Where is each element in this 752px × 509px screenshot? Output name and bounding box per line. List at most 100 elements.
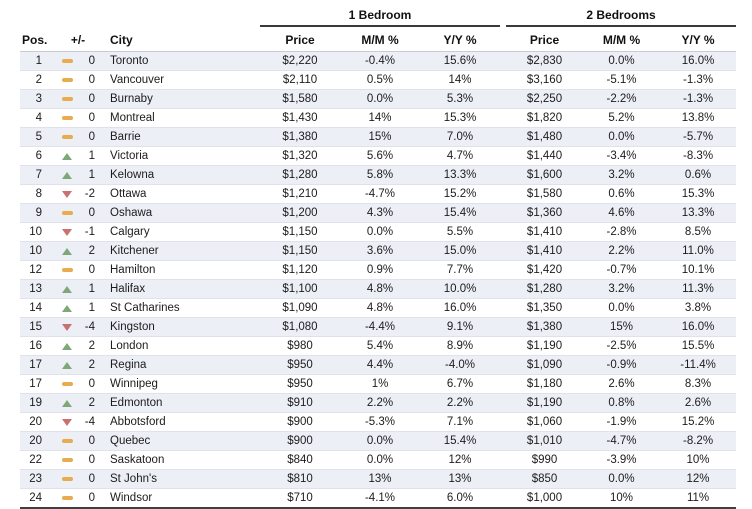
br2-mm-cell: 15% xyxy=(610,321,634,333)
br2-price-cell: $1,180 xyxy=(526,378,563,390)
rent-table: 1 Bedroom 2 Bedrooms Pos. +/- City Price… xyxy=(20,6,737,509)
rank-no-change-dash-icon xyxy=(61,458,73,462)
rank-down-triangle-icon xyxy=(62,323,72,331)
br1-price-cell: $900 xyxy=(287,416,313,428)
table-row: 16 2 London $980 5.4% 8.9% $1,190 -2.5% 15.5% xyxy=(20,337,737,356)
br2-mm-cell: 0.0% xyxy=(608,302,635,314)
rank-change-icon-cell xyxy=(54,147,80,166)
rank-change-icon-cell xyxy=(54,432,80,451)
city-cell: St Catharines xyxy=(110,302,180,314)
br2-price-cell: $1,010 xyxy=(526,435,563,447)
br1-mm-cell: 5.6% xyxy=(366,150,394,162)
br1-yy-cell: -4.0% xyxy=(444,359,476,371)
br1-price-cell: $1,120 xyxy=(282,264,318,276)
br2-yy-cell: 10.1% xyxy=(681,264,715,276)
br2-yy-cell: 13.3% xyxy=(681,207,715,219)
rank-change-icon-cell xyxy=(54,394,80,413)
br1-mm-cell: 0.0% xyxy=(366,226,394,238)
city-cell: Saskatoon xyxy=(110,454,165,466)
br1-mm-cell: 1% xyxy=(371,378,389,390)
rank-change-icon-wrap xyxy=(54,432,80,450)
br2-mm-cell: -3.4% xyxy=(606,150,637,162)
br1-yy-cell: 14% xyxy=(448,74,472,86)
rank-change-icon-wrap xyxy=(54,375,80,393)
rank-no-change-dash-icon xyxy=(61,268,73,272)
br1-mm-cell: 15% xyxy=(368,131,392,143)
rank-change-value-cell: 0 xyxy=(88,473,95,485)
rank-up-triangle-icon xyxy=(62,152,72,160)
rank-change-value-cell: 1 xyxy=(88,283,95,295)
br2-price-cell: $1,440 xyxy=(526,150,563,162)
br2-mm-cell: 2.2% xyxy=(608,245,635,257)
rank-change-icon-cell xyxy=(54,71,80,90)
br2-yy-cell: 15.3% xyxy=(681,188,715,200)
br1-yy-cell: 5.3% xyxy=(446,93,474,105)
br2-yy-cell: 11.0% xyxy=(682,245,714,257)
br1-price-cell: $2,110 xyxy=(282,74,318,86)
rank-up-triangle-icon xyxy=(62,171,72,179)
br2-price-cell: $1,380 xyxy=(526,321,563,333)
br1-mm-cell: -4.1% xyxy=(364,492,396,504)
br1-mm-cell: -4.7% xyxy=(364,188,396,200)
rank-change-icon-cell xyxy=(54,242,80,261)
rank-change-value-cell: -1 xyxy=(84,226,95,238)
br2-yy-cell: 8.3% xyxy=(684,378,712,390)
rank-no-change-dash-icon xyxy=(61,496,73,500)
position-cell: 9 xyxy=(35,207,42,219)
position-cell: 20 xyxy=(29,416,42,428)
rank-change-value-cell: 2 xyxy=(88,245,95,257)
br2-price-cell: $1,480 xyxy=(526,131,563,143)
br1-price-cell: $1,280 xyxy=(282,169,318,181)
br1-mm-cell: 4.3% xyxy=(366,207,394,219)
column-header-br2-price: Price xyxy=(529,33,560,47)
br1-price-cell: $980 xyxy=(287,340,313,352)
br1-mm-cell: 13% xyxy=(368,473,392,485)
table-row: 9 0 Oshawa $1,200 4.3% 15.4% $1,360 4.6% 13.3% xyxy=(20,203,737,223)
table-row: 8 -2 Ottawa $1,210 -4.7% 15.2% $1,580 0.6% 15.3% xyxy=(20,185,737,204)
rank-change-icon-wrap xyxy=(54,204,80,222)
position-cell: 17 xyxy=(29,378,42,390)
br2-mm-cell: 5.2% xyxy=(608,112,635,124)
rank-change-icon-wrap xyxy=(54,356,80,374)
position-cell: 5 xyxy=(35,131,42,143)
column-header-br1-mm: M/M % xyxy=(361,33,399,47)
br2-yy-cell: -8.2% xyxy=(683,435,714,447)
rank-no-change-dash-icon xyxy=(61,59,73,63)
rank-change-value-cell: 0 xyxy=(88,93,95,105)
br2-price-cell: $1,410 xyxy=(526,226,563,238)
br1-yy-cell: 15.2% xyxy=(443,188,477,200)
br1-price-cell: $1,150 xyxy=(282,226,318,238)
table-row: 23 0 St John's $810 13% 13% $850 0.0% 12% xyxy=(20,469,737,489)
column-header-br1-price: Price xyxy=(285,33,315,47)
table-row: 20 0 Quebec $900 0.0% 15.4% $1,010 -4.7% -8.2% xyxy=(20,431,737,451)
rank-down-triangle-icon xyxy=(62,418,72,426)
br1-mm-cell: 0.0% xyxy=(366,93,394,105)
br2-mm-cell: -0.7% xyxy=(606,264,637,276)
position-cell: 20 xyxy=(29,435,42,447)
rank-change-icon-cell xyxy=(54,128,80,147)
br1-price-cell: $1,430 xyxy=(282,112,318,124)
br2-mm-cell: 3.2% xyxy=(608,169,635,181)
br1-yy-cell: 10.0% xyxy=(443,283,477,295)
group-1-bedroom-label: 1 Bedroom xyxy=(348,8,412,22)
position-cell: 23 xyxy=(29,473,42,485)
rank-change-value-cell: 0 xyxy=(88,264,95,276)
br1-mm-cell: 2.2% xyxy=(366,397,394,409)
table-row: 17 0 Winnipeg $950 1% 6.7% $1,180 2.6% 8.3% xyxy=(20,375,737,394)
br2-price-cell: $2,250 xyxy=(526,93,563,105)
br1-mm-cell: 5.4% xyxy=(366,340,394,352)
br1-yy-cell: 7.1% xyxy=(446,416,474,428)
table-row: 24 0 Windsor $710 -4.1% 6.0% $1,000 10% 11% xyxy=(20,489,737,508)
column-header-city: City xyxy=(110,32,133,47)
br2-price-cell: $1,360 xyxy=(526,207,563,219)
table-row: 20 -4 Abbotsford $900 -5.3% 7.1% $1,060 -1.9% 15… xyxy=(20,413,737,432)
rank-change-icon-wrap xyxy=(54,299,80,317)
position-cell: 4 xyxy=(35,112,42,124)
rank-change-icon-cell xyxy=(54,375,80,394)
rank-change-icon-cell xyxy=(54,356,80,375)
br1-mm-cell: 3.6% xyxy=(366,245,394,257)
city-cell: Calgary xyxy=(110,226,150,238)
rank-change-icon-cell xyxy=(54,413,80,432)
br2-price-cell: $1,190 xyxy=(526,397,563,409)
br2-price-cell: $1,090 xyxy=(526,359,563,371)
